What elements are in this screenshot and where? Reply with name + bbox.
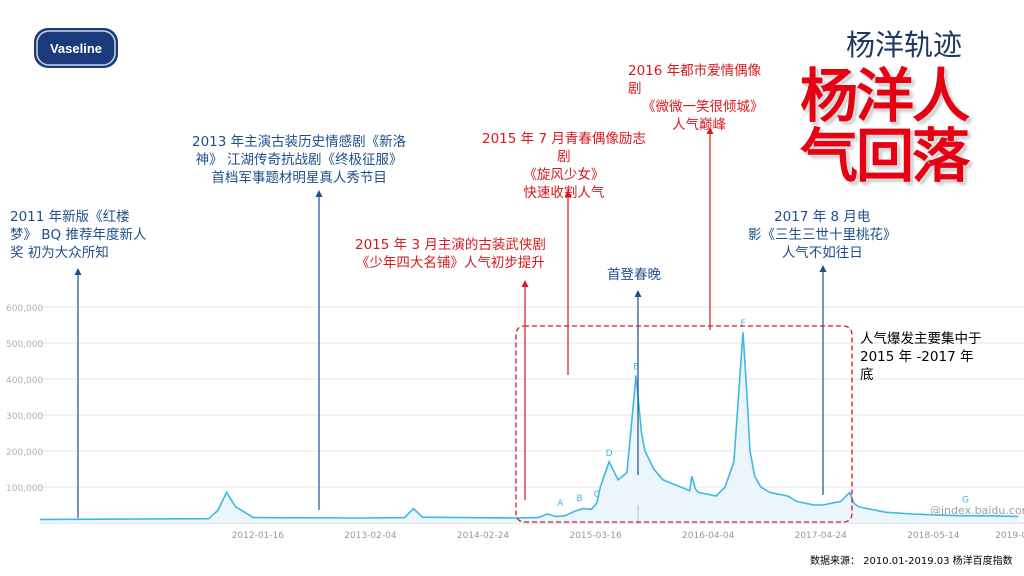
burst-highlight-box	[515, 325, 853, 523]
y-tick-label: 100,000	[6, 484, 43, 494]
y-tick-label: 500,000	[6, 340, 43, 350]
annotation-burst: 人气爆发主要集中于 2015 年 -2017 年 底	[860, 331, 982, 383]
x-tick-label: 2018-05-14	[907, 531, 960, 541]
headline-line-1: 杨洋人	[800, 62, 970, 130]
point-label-g: G	[962, 496, 969, 506]
logo-text: Vaseline	[50, 41, 102, 56]
arrow-head	[315, 190, 323, 197]
data-source: 数据来源： 2010.01-2019.03 杨洋百度指数	[810, 556, 1013, 567]
annotation-2015-july: 2015 年 7 月青春偶像励志 剧 《旋风少女》 快速收割人气	[482, 131, 646, 201]
annotation-2015-march: 2015 年 3 月主演的古装武侠剧 《少年四大名铺》人气初步提升	[355, 237, 546, 271]
vaseline-logo: Vaseline	[34, 28, 118, 68]
y-tick-label: 300,000	[6, 412, 43, 422]
point-label-a: A	[557, 499, 564, 509]
x-tick-label: 2017-04-24	[795, 531, 848, 541]
page-title: 杨洋轨迹	[846, 28, 963, 62]
x-tick-label: 2014-02-24	[457, 531, 510, 541]
index-line	[39, 332, 1019, 521]
y-tick-label: 400,000	[6, 376, 43, 386]
point-labels: A B C D E F G	[557, 319, 969, 509]
annotation-arrows	[74, 127, 827, 518]
x-tick-label: 2019-03-11	[995, 531, 1024, 541]
watermark: @index.baidu.com	[930, 504, 1024, 517]
point-label-b: B	[576, 494, 582, 504]
annotation-2011: 2011 年新版《红楼 梦》 BQ 推荐年度新人 奖 初为大众所知	[10, 209, 147, 261]
x-tick-label: 2012-01-16	[232, 531, 285, 541]
y-tick-label: 600,000	[6, 304, 43, 314]
point-label-f: F	[740, 319, 745, 329]
arrow-head	[74, 268, 82, 275]
x-tick-label: 2016-04-04	[682, 531, 735, 541]
arrow-head	[564, 190, 572, 197]
headline-line-2: 气回落	[800, 122, 970, 190]
arrow-head	[706, 127, 714, 134]
annotation-2016-cny: 首登春晚	[607, 267, 661, 283]
point-label-c: C	[594, 490, 600, 500]
arrow-head	[819, 265, 827, 272]
annotation-2016: 2016 年都市爱情偶像 剧 《微微一笑很倾城》 人气巅峰	[628, 63, 764, 133]
annotation-2017: 2017 年 8 月电 影《三生三世十里桃花》 人气不如往日	[748, 209, 897, 261]
y-tick-labels: 100,000 200,000 300,000 400,000 500,000 600,0…	[6, 304, 43, 494]
arrow-head	[634, 290, 642, 297]
x-tick-label: 2013-02-04	[344, 531, 397, 541]
arrow-head	[521, 280, 529, 287]
headline: 杨洋人 气回落	[800, 66, 1020, 186]
x-tick-label: 2015-03-16	[569, 531, 622, 541]
annotation-2013: 2013 年主演古装历史情感剧《新洛 神》 江湖传奇抗战剧《终极征服》 首档军事…	[192, 134, 407, 186]
point-label-d: D	[606, 449, 613, 459]
x-tick-labels: 2012-01-16 2013-02-04 2014-02-24 2015-03-16…	[232, 531, 1024, 541]
point-label-e: E	[633, 362, 639, 372]
y-tick-label: 200,000	[6, 448, 43, 458]
